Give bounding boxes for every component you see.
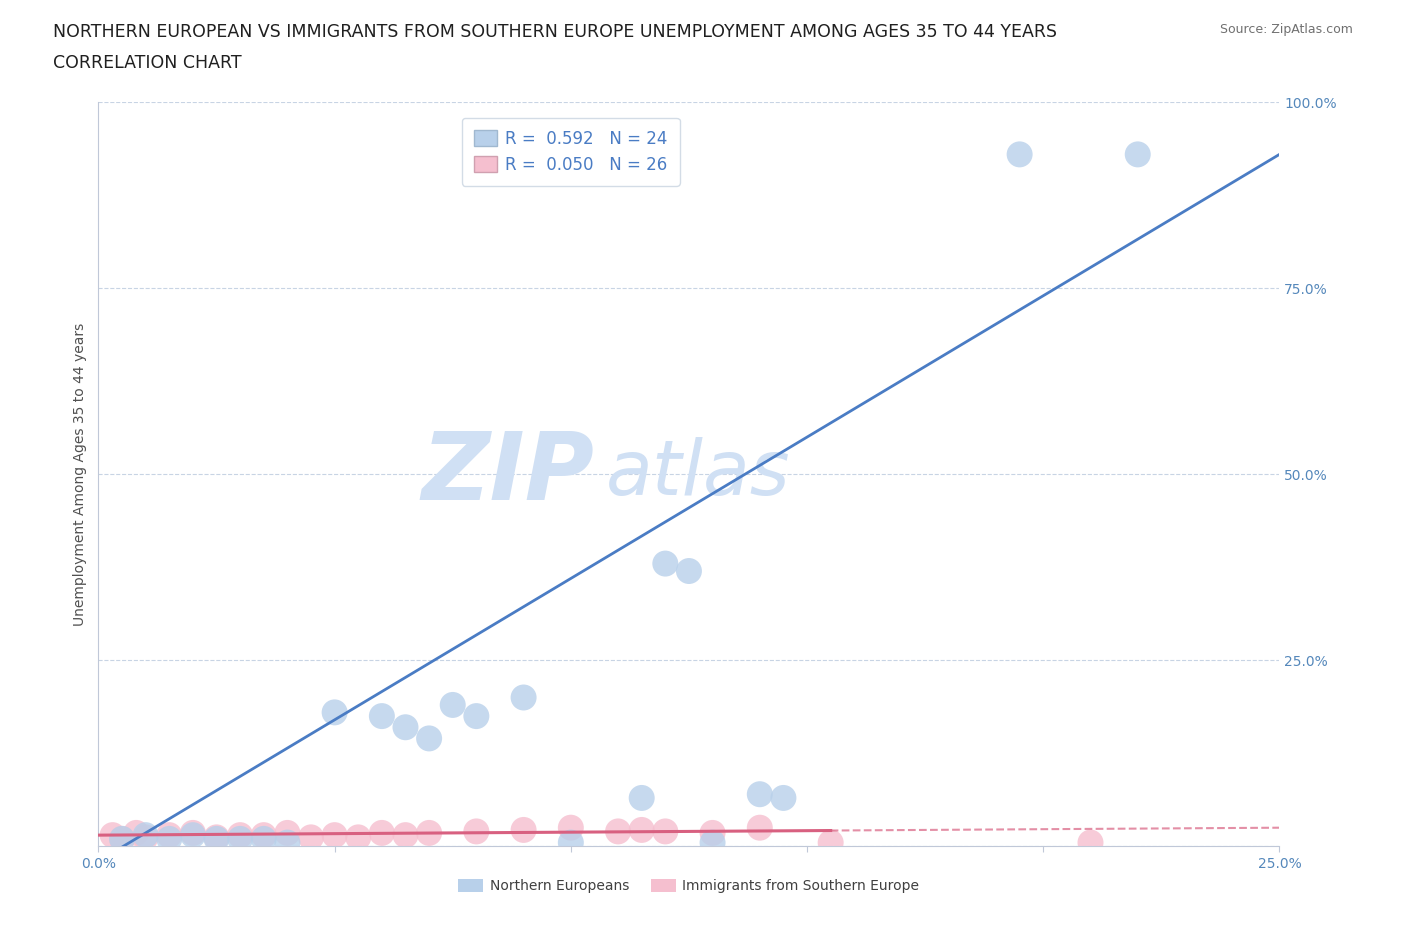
Text: Source: ZipAtlas.com: Source: ZipAtlas.com: [1219, 23, 1353, 36]
Point: [418, 826, 440, 841]
Point: [1080, 835, 1102, 850]
Point: [820, 835, 842, 850]
Text: ZIP: ZIP: [422, 429, 595, 520]
Point: [371, 709, 394, 724]
Point: [229, 828, 252, 843]
Point: [253, 831, 276, 846]
Point: [465, 709, 488, 724]
Point: [181, 828, 204, 843]
Point: [101, 828, 124, 843]
Point: [560, 835, 582, 850]
Text: CORRELATION CHART: CORRELATION CHART: [53, 54, 242, 72]
Point: [371, 826, 394, 841]
Point: [654, 824, 676, 839]
Point: [276, 826, 298, 841]
Point: [181, 826, 204, 841]
Point: [630, 790, 652, 805]
Point: [607, 824, 630, 839]
Point: [323, 828, 346, 843]
Point: [157, 831, 180, 846]
Point: [560, 820, 582, 835]
Point: [1008, 147, 1031, 162]
Point: [748, 787, 770, 802]
Point: [135, 828, 157, 843]
Text: atlas: atlas: [606, 437, 790, 512]
Point: [678, 564, 700, 578]
Point: [276, 835, 298, 850]
Point: [125, 826, 148, 841]
Point: [347, 830, 370, 844]
Text: NORTHERN EUROPEAN VS IMMIGRANTS FROM SOUTHERN EUROPE UNEMPLOYMENT AMONG AGES 35 : NORTHERN EUROPEAN VS IMMIGRANTS FROM SOU…: [53, 23, 1057, 41]
Point: [394, 720, 416, 735]
Point: [299, 830, 322, 844]
Point: [229, 831, 252, 846]
Point: [253, 828, 276, 843]
Point: [465, 824, 488, 839]
Point: [630, 822, 652, 837]
Point: [702, 826, 724, 841]
Point: [748, 820, 770, 835]
Point: [205, 830, 228, 844]
Point: [111, 831, 134, 846]
Y-axis label: Unemployment Among Ages 35 to 44 years: Unemployment Among Ages 35 to 44 years: [73, 323, 87, 626]
Point: [157, 828, 180, 843]
Legend: Northern Europeans, Immigrants from Southern Europe: Northern Europeans, Immigrants from Sout…: [453, 874, 925, 899]
Point: [702, 835, 724, 850]
Point: [512, 690, 534, 705]
Point: [1126, 147, 1149, 162]
Point: [323, 705, 346, 720]
Point: [111, 831, 134, 846]
Point: [512, 822, 534, 837]
Point: [135, 830, 157, 844]
Point: [441, 698, 464, 712]
Point: [394, 828, 416, 843]
Point: [418, 731, 440, 746]
Point: [654, 556, 676, 571]
Point: [205, 831, 228, 846]
Point: [772, 790, 794, 805]
